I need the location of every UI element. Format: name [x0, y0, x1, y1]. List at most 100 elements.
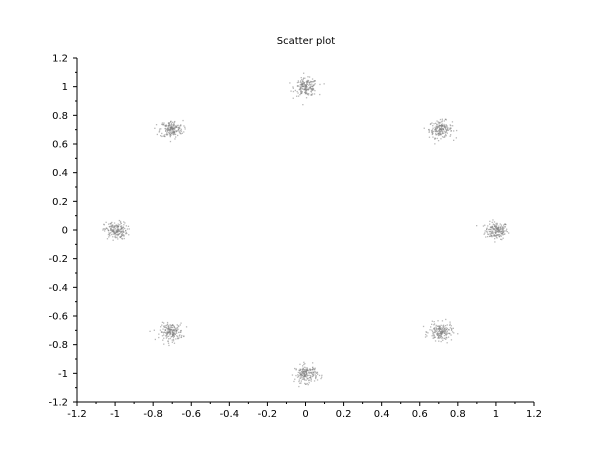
scatter-point — [299, 94, 301, 96]
scatter-point — [107, 229, 109, 231]
scatter-point — [502, 231, 504, 233]
scatter-point — [432, 332, 434, 334]
scatter-point — [451, 328, 453, 331]
scatter-point — [108, 236, 110, 238]
scatter-point — [167, 122, 170, 124]
scatter-point — [183, 131, 185, 133]
scatter-point — [300, 80, 302, 82]
scatter-point — [173, 335, 175, 337]
scatter-point — [306, 92, 308, 95]
scatter-point — [494, 231, 496, 233]
scatter-point — [300, 377, 302, 379]
scatter-point — [304, 88, 306, 90]
scatter-point — [179, 324, 181, 326]
scatter-point — [173, 326, 175, 328]
scatter-point — [293, 380, 295, 383]
scatter-point — [445, 124, 447, 126]
scatter-point — [184, 126, 186, 128]
scatter-point — [119, 236, 122, 239]
scatter-point — [167, 125, 169, 127]
scatter-point — [500, 235, 502, 237]
scatter-point — [443, 332, 445, 334]
scatter-point — [308, 371, 310, 373]
scatter-point — [103, 223, 105, 225]
scatter-point — [503, 224, 505, 226]
scatter-point — [434, 331, 436, 334]
scatter-point — [443, 132, 445, 134]
scatter-point — [432, 127, 434, 129]
scatter-point — [161, 331, 163, 333]
scatter-point — [498, 228, 500, 230]
scatter-point — [312, 367, 314, 369]
scatter-point — [171, 127, 173, 129]
scatter-point — [304, 370, 306, 372]
scatter-point — [304, 366, 306, 368]
x-tick-label: -0.8 — [143, 409, 163, 420]
scatter-point — [301, 371, 303, 373]
scatter-point — [185, 326, 188, 328]
scatter-point — [308, 369, 310, 372]
scatter-point — [441, 337, 443, 340]
scatter-point — [441, 328, 444, 330]
scatter-point — [154, 127, 156, 129]
scatter-point — [317, 373, 319, 375]
scatter-point — [172, 338, 175, 340]
scatter-point — [180, 336, 183, 338]
scatter-point — [440, 334, 442, 336]
scatter-point — [449, 321, 451, 323]
scatter-point — [112, 236, 114, 238]
scatter-point — [492, 228, 494, 230]
scatter-point — [440, 134, 442, 136]
scatter-point — [440, 332, 443, 334]
scatter-point — [434, 331, 436, 333]
scatter-point — [173, 325, 175, 327]
scatter-point — [312, 89, 315, 91]
scatter-point — [301, 91, 303, 93]
scatter-point — [176, 126, 178, 128]
scatter-point — [166, 336, 168, 338]
scatter-point — [309, 84, 311, 86]
scatter-point — [168, 123, 170, 125]
scatter-point — [438, 325, 441, 327]
scatter-point — [114, 226, 116, 228]
scatter-point — [437, 124, 439, 126]
scatter-point — [308, 83, 311, 85]
scatter-point — [488, 231, 490, 233]
scatter-point — [110, 229, 112, 231]
scatter-point — [483, 233, 485, 235]
scatter-point — [121, 225, 123, 227]
scatter-point — [299, 88, 301, 90]
scatter-point — [300, 81, 302, 83]
scatter-point — [174, 129, 176, 131]
scatter-point — [302, 368, 304, 371]
scatter-point — [112, 229, 114, 231]
scatter-point — [440, 328, 443, 331]
scatter-point — [486, 227, 488, 229]
scatter-point — [310, 85, 312, 87]
scatter-point — [487, 233, 490, 236]
scatter-point — [438, 329, 441, 331]
scatter-point — [124, 227, 126, 230]
x-tick-label: 1 — [493, 409, 499, 420]
scatter-point — [169, 324, 171, 326]
scatter-point — [440, 126, 442, 128]
scatter-point — [159, 128, 161, 130]
scatter-point — [313, 84, 315, 86]
scatter-point — [308, 93, 310, 95]
scatter-point — [430, 129, 433, 132]
scatter-point — [452, 125, 454, 127]
y-tick-label: 1 — [62, 82, 68, 93]
scatter-point — [310, 371, 312, 373]
scatter-point — [119, 220, 122, 223]
scatter-point — [109, 226, 111, 228]
scatter-point — [312, 88, 315, 90]
scatter-point — [496, 227, 498, 229]
scatter-point — [172, 331, 174, 333]
scatter-point — [431, 131, 433, 133]
scatter-point — [110, 223, 112, 225]
y-tick-label: -0.8 — [48, 340, 68, 351]
scatter-point — [494, 234, 496, 236]
scatter-point — [170, 128, 173, 131]
scatter-point — [169, 136, 171, 138]
